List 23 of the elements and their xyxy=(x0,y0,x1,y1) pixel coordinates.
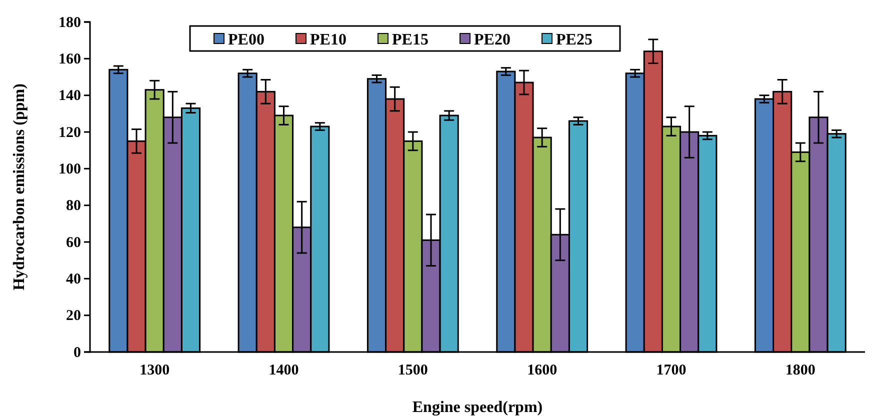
x-axis-title: Engine speed(rpm) xyxy=(412,399,543,416)
y-tick-label: 180 xyxy=(58,14,81,31)
legend-label: PE15 xyxy=(392,32,428,48)
y-tick-label: 0 xyxy=(74,344,81,361)
y-tick-label: 20 xyxy=(66,308,81,324)
x-tick-label: 1800 xyxy=(785,362,816,378)
y-tick-label: 100 xyxy=(58,161,81,178)
y-tick-label: 40 xyxy=(66,271,81,288)
x-tick-label: 1400 xyxy=(268,362,299,378)
legend-label: PE20 xyxy=(474,32,510,48)
y-tick-label: 80 xyxy=(66,198,81,214)
y-tick-label: 60 xyxy=(66,234,81,251)
x-tick-label: 1300 xyxy=(140,362,170,378)
y-tick-label: 140 xyxy=(58,88,81,104)
legend-label: PE00 xyxy=(228,32,264,48)
legend-label: PE25 xyxy=(556,32,592,48)
x-tick-label: 1600 xyxy=(527,362,558,378)
legend-label: PE10 xyxy=(310,32,346,48)
y-tick-label: 160 xyxy=(58,51,81,68)
x-tick-label: 1500 xyxy=(398,362,428,378)
x-tick-label: 1700 xyxy=(656,362,686,378)
y-tick-label: 120 xyxy=(58,124,81,141)
y-axis-title: Hydrocarbon emissions (ppm) xyxy=(11,84,28,290)
